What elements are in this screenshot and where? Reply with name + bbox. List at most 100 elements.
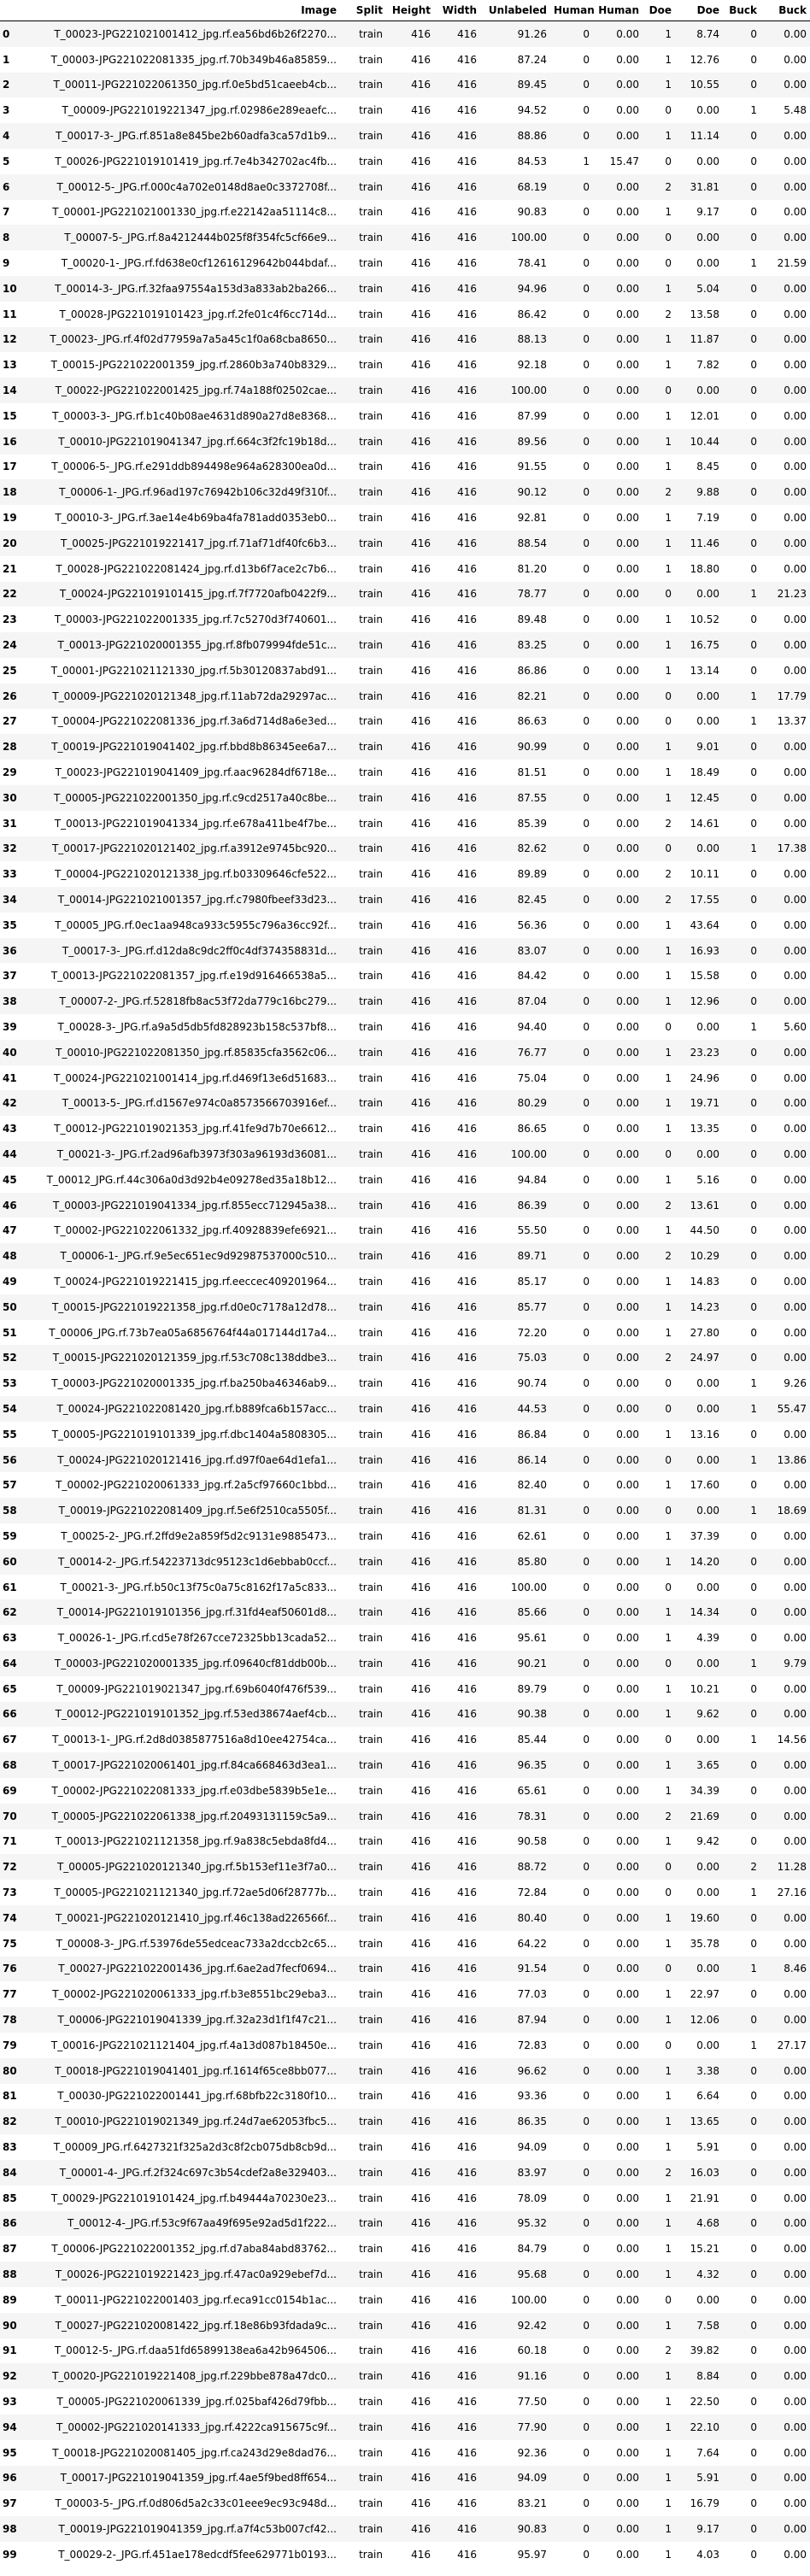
unlabeled-cell: 62.61 [480, 1523, 550, 1549]
width-cell: 416 [434, 734, 480, 760]
image-cell: T_00025-2-_JPG.rf.2ffd9e2a859f5d2c9131e9… [29, 1523, 340, 1549]
row-index: 3 [0, 97, 29, 124]
buck-count-cell: 0 [723, 1752, 760, 1778]
height-cell: 416 [386, 123, 434, 149]
image-cell: T_00012-5-_JPG.rf.daa51fd65899138ea6a42b… [29, 2338, 340, 2364]
table-row: 63 T_00026-1-_JPG.rf.cd5e78f267cce72325bb… [0, 1625, 810, 1651]
table-row: 9 T_00020-1-_JPG.rf.fd638e0cf12616129642b… [0, 250, 810, 276]
table-row: 86 T_00012-4-_JPG.rf.53c9f67aa49f695e92ad… [0, 2210, 810, 2237]
image-cell: T_00005-JPG221020121340_jpg.rf.5b153ef11… [29, 1854, 340, 1881]
split-cell: train [340, 148, 386, 174]
split-cell: train [340, 760, 386, 785]
doe-pct-cell: 0.00 [675, 1854, 723, 1881]
doe-count-cell: 1 [643, 2363, 675, 2390]
row-index: 77 [0, 1981, 29, 2008]
doe-pct-cell: 9.17 [675, 199, 723, 226]
unlabeled-cell: 82.40 [480, 1472, 550, 1499]
buck-pct-cell: 17.38 [760, 836, 810, 862]
height-cell: 416 [386, 683, 434, 709]
unlabeled-cell: 60.18 [480, 2338, 550, 2364]
human-pct-cell: 0.00 [593, 1981, 643, 2008]
width-cell: 416 [434, 2236, 480, 2262]
height-cell: 416 [386, 1345, 434, 1371]
image-cell: T_00027-JPG221020081422_jpg.rf.18e86b93f… [29, 2312, 340, 2338]
row-index: 90 [0, 2312, 29, 2338]
unlabeled-cell: 91.54 [480, 1956, 550, 1982]
width-cell: 416 [434, 989, 480, 1015]
doe-pct-cell: 0.00 [675, 1956, 723, 1982]
split-cell: train [340, 861, 386, 888]
unlabeled-cell: 100.00 [480, 225, 550, 251]
height-cell: 416 [386, 2389, 434, 2415]
buck-pct-cell: 0.00 [760, 1090, 810, 1117]
doe-pct-cell: 11.87 [675, 326, 723, 353]
height-cell: 416 [386, 1701, 434, 1728]
split-cell: train [340, 1752, 386, 1778]
buck-count-cell: 0 [723, 2210, 760, 2237]
width-cell: 416 [434, 1319, 480, 1346]
image-cell: T_00023-JPG221019041409_jpg.rf.aac96284d… [29, 760, 340, 785]
height-cell: 416 [386, 632, 434, 658]
width-cell: 416 [434, 1396, 480, 1422]
width-cell: 416 [434, 2541, 480, 2567]
doe-pct-cell: 0.00 [675, 1880, 723, 1905]
human-count-cell: 0 [550, 2414, 593, 2440]
split-cell: train [340, 1777, 386, 1804]
table-row: 95 T_00018-JPG221020081405_jpg.rf.ca243d2… [0, 2439, 810, 2466]
doe-pct-cell: 22.50 [675, 2389, 723, 2415]
width-cell: 416 [434, 1930, 480, 1957]
doe-count-cell: 1 [643, 2007, 675, 2033]
width-header: Width [434, 0, 480, 21]
height-cell: 416 [386, 1625, 434, 1651]
row-index: 60 [0, 1548, 29, 1575]
human-pct-cell: 0.00 [593, 1548, 643, 1575]
row-index: 37 [0, 963, 29, 989]
image-cell: T_00028-JPG221022081424_jpg.rf.d13b6f7ac… [29, 555, 340, 582]
image-cell: T_00007-2-_JPG.rf.52818fb8ac53f72da779c1… [29, 989, 340, 1015]
row-index: 56 [0, 1446, 29, 1473]
buck-count-cell: 0 [723, 275, 760, 302]
height-cell: 416 [386, 2007, 434, 2033]
row-index: 35 [0, 912, 29, 938]
width-cell: 416 [434, 402, 480, 429]
row-index: 85 [0, 2185, 29, 2211]
table-row: 30 T_00005-JPG221022001350_jpg.rf.c9cd251… [0, 784, 810, 811]
human-pct-cell: 15.47 [593, 148, 643, 174]
human-pct-cell: 0.00 [593, 1675, 643, 1702]
human-count-cell: 0 [550, 1116, 593, 1142]
image-cell: T_00006_JPG.rf.73b7ea05a6856764f44a01714… [29, 1319, 340, 1346]
doe-count-cell: 1 [643, 123, 675, 149]
width-cell: 416 [434, 1675, 480, 1702]
image-cell: T_00004-JPG221020121338_jpg.rf.b03309646… [29, 861, 340, 888]
row-index: 29 [0, 760, 29, 785]
unlabeled-cell: 94.09 [480, 2465, 550, 2491]
table-row: 70 T_00005-JPG221022061338_jpg.rf.2049313… [0, 1803, 810, 1829]
table-row: 50 T_00015-JPG221019221358_jpg.rf.d0e0c71… [0, 1294, 810, 1320]
split-cell: train [340, 2236, 386, 2262]
image-cell: T_00013-1-_JPG.rf.2d8d0385877516a8d10ee4… [29, 1727, 340, 1753]
split-cell: train [340, 2159, 386, 2186]
doe-count-cell: 1 [643, 1904, 675, 1931]
buck-count-cell: 1 [723, 1498, 760, 1524]
human-pct-cell: 0.00 [593, 2083, 643, 2110]
human-count-cell: 0 [550, 1090, 593, 1117]
row-index: 80 [0, 2057, 29, 2084]
row-index: 5 [0, 148, 29, 174]
row-index: 19 [0, 505, 29, 531]
row-index: 39 [0, 1014, 29, 1040]
row-index: 88 [0, 2262, 29, 2287]
table-row: 27 T_00004-JPG221022081336_jpg.rf.3a6d714… [0, 708, 810, 735]
buck-count-cell: 1 [723, 1727, 760, 1753]
image-cell: T_00011-JPG221022001403_jpg.rf.eca91cc01… [29, 2286, 340, 2313]
height-cell: 416 [386, 1523, 434, 1549]
image-cell: T_00006-JPG221022001352_jpg.rf.d7aba84ab… [29, 2236, 340, 2262]
unlabeled-cell: 83.97 [480, 2159, 550, 2186]
split-cell: train [340, 2032, 386, 2058]
human-pct-cell: 0.00 [593, 2236, 643, 2262]
buck-pct-cell: 0.00 [760, 199, 810, 226]
height-cell: 416 [386, 1039, 434, 1065]
buck-pct-cell: 0.00 [760, 784, 810, 811]
table-row: 31 T_00013-JPG221019041334_jpg.rf.e678a41… [0, 810, 810, 836]
buck-count-cell: 0 [723, 1116, 760, 1142]
human-pct-cell: 0.00 [593, 301, 643, 327]
